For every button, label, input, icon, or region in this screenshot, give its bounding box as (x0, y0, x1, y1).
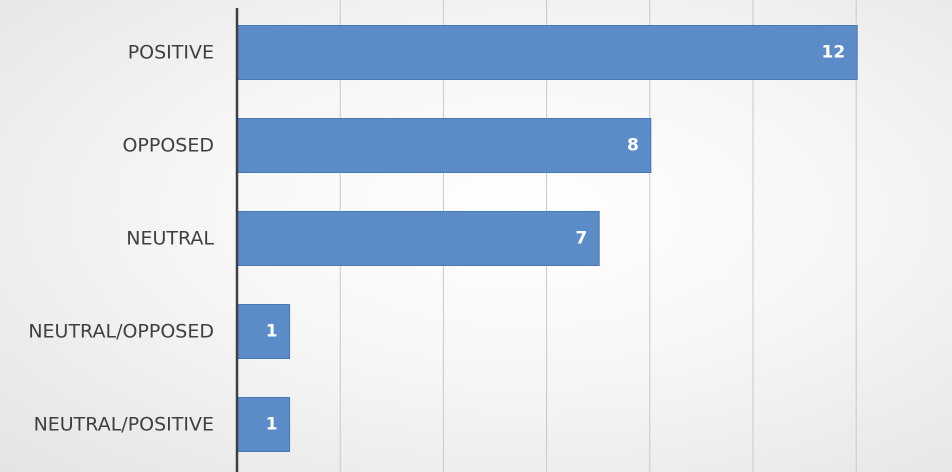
category-label-positive: POSITIVE (128, 42, 214, 64)
bar-neutral-positive (237, 397, 291, 452)
category-label-neutral: NEUTRAL (126, 228, 214, 250)
bar-neutral (237, 211, 600, 266)
category-labels: POSITIVE OPPOSED NEUTRAL NEUTRAL/OPPOSED NEU… (28, 42, 214, 436)
bar-positive (237, 25, 858, 80)
category-label-neutral-opposed: NEUTRAL/OPPOSED (28, 321, 214, 343)
data-label-neutral: 7 (575, 229, 587, 249)
data-label-neutral-positive: 1 (266, 415, 278, 435)
bar-neutral-opposed (237, 304, 291, 359)
data-labels: 12 8 7 1 1 (266, 43, 845, 435)
data-label-positive: 12 (822, 43, 846, 63)
category-label-neutral-positive: NEUTRAL/POSITIVE (34, 414, 214, 436)
bars (237, 25, 858, 452)
category-label-opposed: OPPOSED (122, 135, 214, 157)
data-label-neutral-opposed: 1 (266, 322, 278, 342)
bar-opposed (237, 118, 652, 173)
data-label-opposed: 8 (627, 136, 639, 156)
